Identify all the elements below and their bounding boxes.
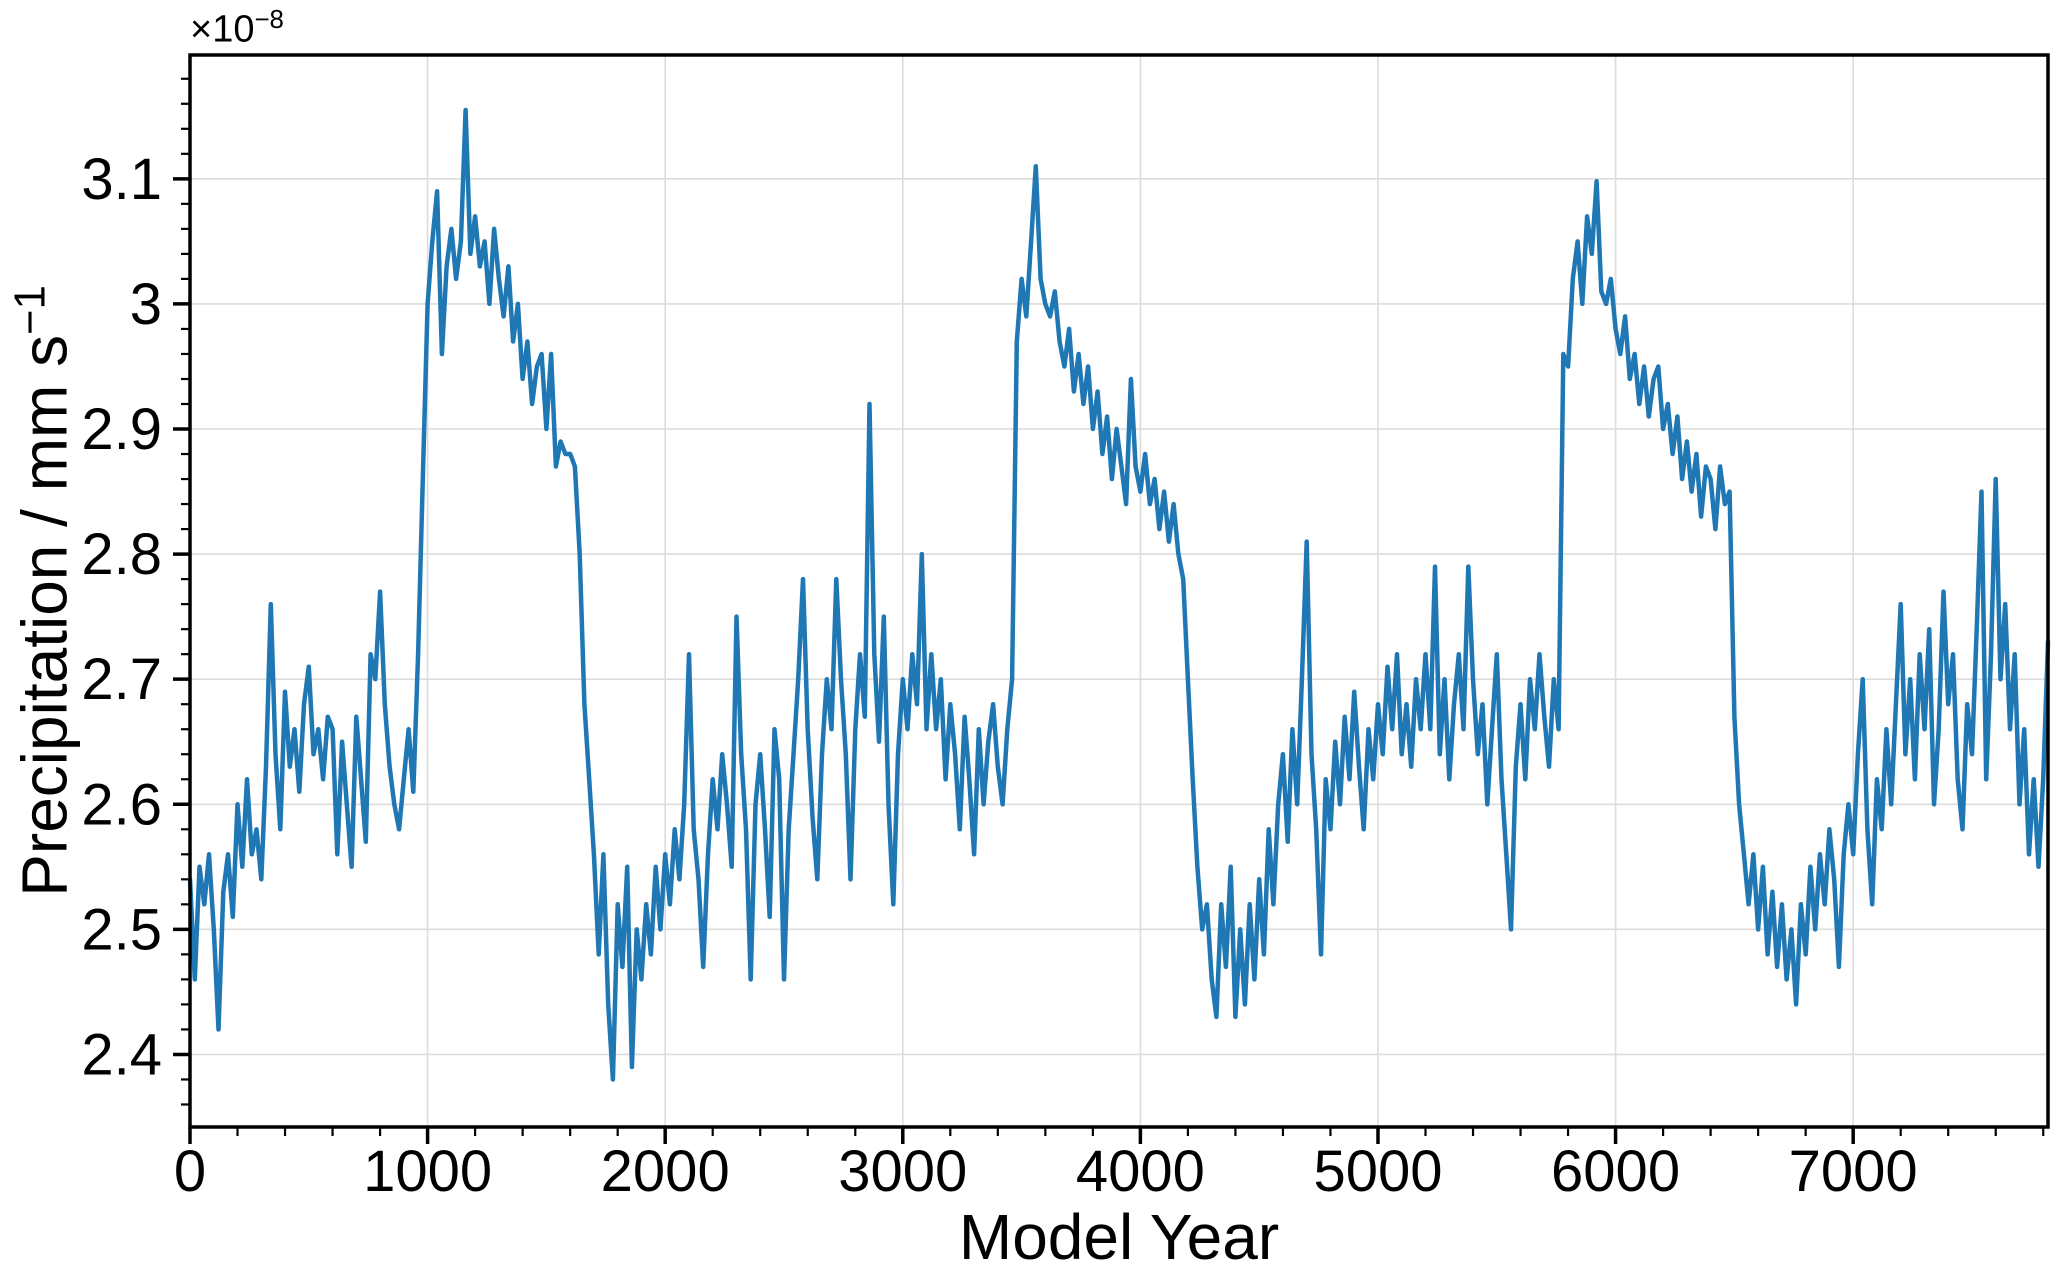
x-tick-label: 6000 xyxy=(1551,1139,1680,1204)
x-tick-label: 1000 xyxy=(363,1139,492,1204)
y-axis-offset-text: ×10−8 xyxy=(190,6,284,52)
x-tick-label: 4000 xyxy=(1076,1139,1205,1204)
x-tick-label: 7000 xyxy=(1789,1139,1918,1204)
y-tick-label: 3.1 xyxy=(81,147,162,212)
axes-spines xyxy=(188,53,2050,1129)
x-tick-label: 0 xyxy=(174,1139,206,1204)
y-tick-label: 2.4 xyxy=(81,1022,162,1087)
x-axis-label: Model Year xyxy=(958,1201,1280,1273)
y-tick-label: 2.9 xyxy=(81,397,162,462)
y-tick-label: 2.7 xyxy=(81,647,162,712)
y-tick-label: 3 xyxy=(130,272,162,337)
y-axis-offset-exponent: −8 xyxy=(254,6,284,34)
precipitation-series-line xyxy=(187,107,2051,1082)
x-tick-label: 3000 xyxy=(838,1139,967,1204)
y-tick-label: 2.5 xyxy=(81,897,162,962)
y-tick-label: 2.6 xyxy=(81,772,162,837)
x-tick-label: 5000 xyxy=(1313,1139,1442,1204)
y-tick-label: 2.8 xyxy=(81,522,162,587)
y-axis-offset-base: ×10 xyxy=(190,8,255,51)
x-tick-label: 2000 xyxy=(601,1139,730,1204)
